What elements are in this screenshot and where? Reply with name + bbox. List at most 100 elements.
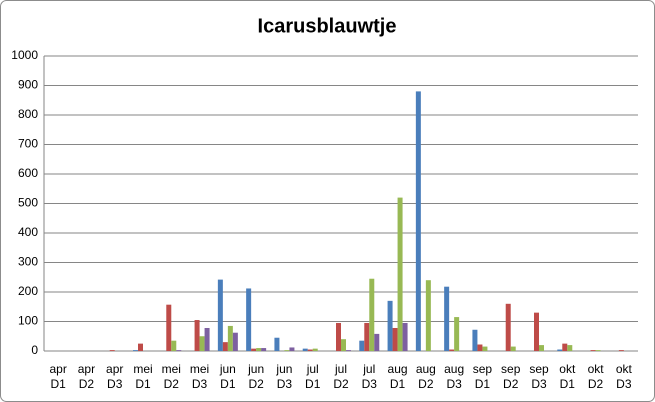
y-tick-label: 200 [18, 284, 38, 298]
x-tick-label: D3 [107, 377, 123, 391]
x-tick-label: jun [219, 362, 236, 376]
x-tick-label: apr [49, 362, 66, 376]
bar [284, 350, 290, 351]
x-tick-label: D1 [135, 377, 151, 391]
chart-title: Icarusblauwtje [258, 15, 397, 37]
bar [557, 349, 563, 351]
x-tick-label: sep [473, 362, 493, 376]
x-tick-label: jun [275, 362, 292, 376]
bar [232, 332, 238, 351]
bar [392, 327, 398, 351]
bar [289, 347, 295, 351]
bar [109, 350, 115, 351]
x-tick-label: D2 [248, 377, 264, 391]
x-tick-label: D2 [503, 377, 519, 391]
bar [425, 280, 431, 351]
bar [397, 197, 403, 351]
y-tick-label: 0 [31, 343, 38, 357]
x-tick-label: aug [444, 362, 464, 376]
bar [138, 343, 143, 351]
x-tick-label: apr [106, 362, 123, 376]
bar [256, 348, 262, 351]
bar [176, 350, 182, 351]
x-tick-label: D1 [560, 377, 576, 391]
bar [505, 303, 511, 351]
bar [166, 304, 172, 351]
bar [251, 348, 257, 351]
bar [534, 312, 539, 351]
bar [227, 325, 233, 351]
x-tick-label: D1 [305, 377, 321, 391]
x-tick-label: D2 [164, 377, 180, 391]
bar [364, 322, 370, 351]
bar [454, 317, 460, 351]
x-tick-label: mei [133, 362, 152, 376]
x-tick-label: D1 [50, 377, 66, 391]
bar [133, 350, 138, 351]
bar [415, 91, 421, 352]
x-tick-label: D2 [588, 377, 604, 391]
bar [359, 340, 365, 351]
bar [449, 349, 455, 351]
bar [171, 340, 177, 351]
bar [539, 345, 544, 351]
x-tick-label: D2 [79, 377, 95, 391]
bar [222, 342, 228, 351]
x-tick-label: D3 [616, 377, 632, 391]
x-tick-label: D3 [277, 377, 293, 391]
x-tick-label: D1 [220, 377, 236, 391]
bar [562, 343, 568, 351]
bar [194, 320, 200, 351]
x-tick-label: sep [501, 362, 521, 376]
x-tick-label: apr [78, 362, 95, 376]
y-tick-label: 900 [18, 78, 38, 92]
bar [444, 286, 450, 351]
bar [307, 349, 313, 351]
x-tick-label: jul [334, 362, 347, 376]
bar [595, 350, 601, 351]
bar [204, 327, 210, 351]
x-tick-label: okt [588, 362, 605, 376]
x-tick-label: D3 [531, 377, 547, 391]
y-tick-label: 1000 [11, 48, 38, 62]
bar [369, 278, 375, 351]
bar [510, 346, 516, 351]
x-tick-label: okt [616, 362, 633, 376]
x-tick-label: sep [529, 362, 549, 376]
bar [590, 350, 596, 351]
bar [477, 344, 483, 351]
bar [472, 329, 478, 351]
bar [402, 322, 408, 351]
bar [246, 288, 252, 351]
bar [567, 345, 573, 351]
x-tick-label: jul [362, 362, 375, 376]
bar [374, 333, 380, 351]
bar [618, 350, 624, 351]
y-tick-label: 300 [18, 255, 38, 269]
x-tick-label: D2 [333, 377, 349, 391]
bar [341, 339, 346, 351]
x-tick-label: D1 [475, 377, 491, 391]
bar [302, 348, 308, 351]
bar [482, 346, 488, 351]
bar [387, 300, 393, 351]
y-tick-label: 700 [18, 137, 38, 151]
x-tick-label: D1 [390, 377, 406, 391]
y-tick-label: 600 [18, 166, 38, 180]
x-tick-label: D2 [418, 377, 434, 391]
bar [199, 336, 205, 351]
x-tick-label: D3 [192, 377, 208, 391]
bar [312, 348, 318, 351]
bar [217, 279, 223, 351]
y-tick-label: 400 [18, 225, 38, 239]
bar [346, 350, 351, 351]
x-tick-label: mei [190, 362, 209, 376]
x-tick-label: D3 [446, 377, 462, 391]
bar [336, 322, 341, 351]
x-tick-label: jul [306, 362, 319, 376]
bar [261, 348, 267, 351]
x-tick-label: mei [162, 362, 181, 376]
x-tick-label: jun [247, 362, 264, 376]
